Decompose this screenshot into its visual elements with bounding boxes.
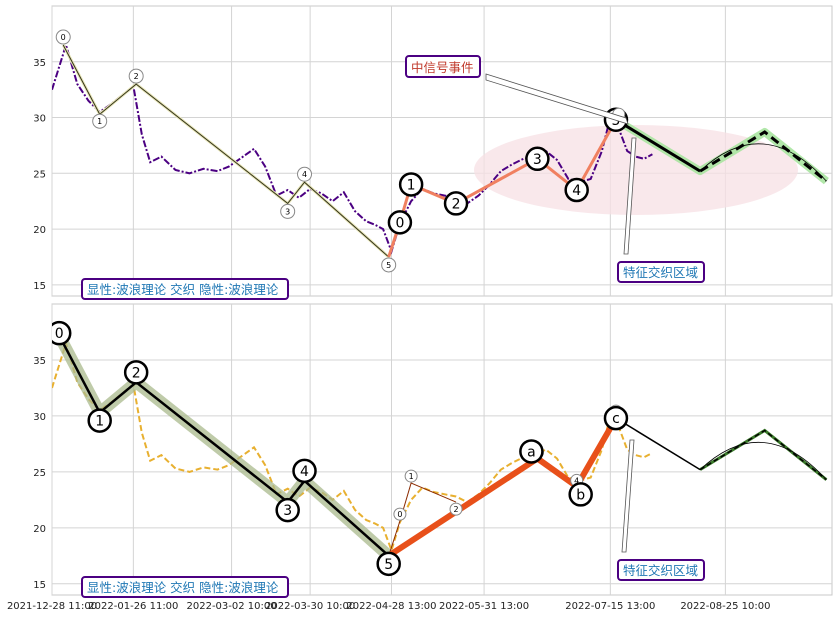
zone-callout-arrow-top xyxy=(623,137,637,255)
bottom-zone-label: 特征交织区域 xyxy=(623,563,698,578)
x-tick-label: 2021-12-28 11:00 xyxy=(7,601,97,612)
wave-point-marker xyxy=(404,469,418,483)
wave-point-label: c xyxy=(612,411,620,427)
wave-point-label: 5 xyxy=(384,557,393,573)
x-tick-label: 2022-03-02 10:00 xyxy=(187,601,277,612)
projection-solid xyxy=(615,417,701,471)
price-line xyxy=(52,339,653,554)
bottom-method-label: 显性:波浪理论 交织 隐性:波浪理论 xyxy=(87,580,279,595)
wave-point-marker xyxy=(280,203,296,219)
wave-point-marker xyxy=(128,68,144,84)
y-tick-label: 35 xyxy=(33,58,46,69)
wave-point-label: 1 xyxy=(409,472,414,481)
bottom-method-label-box: 显性:波浪理论 交织 隐性:波浪理论 xyxy=(81,576,289,598)
wave-point-label: 3 xyxy=(533,152,542,168)
wave-point-marker xyxy=(449,502,463,516)
wave-point-marker xyxy=(387,210,413,235)
wave-point-label: 2 xyxy=(132,365,141,381)
projection-arc xyxy=(699,143,827,182)
wave-point-marker xyxy=(55,29,71,45)
wave-point-label: 3 xyxy=(285,207,290,216)
x-tick-label: 2022-01-26 11:00 xyxy=(88,601,178,612)
wave-point-marker xyxy=(376,551,401,577)
wave-point-marker xyxy=(393,507,407,521)
wave-point-marker xyxy=(525,146,550,172)
intersection-zone xyxy=(474,125,798,215)
wave-point-marker xyxy=(443,191,469,216)
bottom-panel-frame xyxy=(51,303,833,596)
wave-point-marker xyxy=(275,497,300,523)
projection-solid xyxy=(615,118,701,173)
wave-point-label: a xyxy=(527,444,536,460)
y-tick-label: 25 xyxy=(33,169,46,180)
price-line xyxy=(52,41,653,255)
minor-wave-line xyxy=(388,482,457,556)
primary-wave-line xyxy=(62,342,390,557)
primary-wave-line xyxy=(62,44,390,258)
wave-point-label: 4 xyxy=(300,464,309,480)
wave-point-marker xyxy=(568,482,593,507)
correction-line xyxy=(387,416,619,559)
projection-dashed xyxy=(699,130,828,183)
top-method-label: 显性:波浪理论 交织 隐性:波浪理论 xyxy=(87,282,279,297)
wave-point-label: 3 xyxy=(283,503,292,519)
x-tick-label: 2022-03-30 10:00 xyxy=(265,601,355,612)
top-zone-box: 特征交织区域 xyxy=(617,261,705,283)
signal-event-box: 中信号事件 xyxy=(405,55,481,78)
y-tick-label: 25 xyxy=(33,468,46,479)
wave-point-label: 5 xyxy=(386,261,391,270)
y-tick-label: 30 xyxy=(33,114,46,125)
wave-point-label: 2 xyxy=(134,72,139,81)
wave-point-marker xyxy=(564,177,589,203)
zone-callout-arrow-bottom xyxy=(621,439,635,553)
wave-point-label: 4 xyxy=(572,183,581,199)
y-tick-label: 20 xyxy=(33,225,46,236)
x-tick-label: 2022-04-28 13:00 xyxy=(346,601,436,612)
y-tick-label: 15 xyxy=(33,580,46,591)
top-zone-label: 特征交织区域 xyxy=(623,265,698,280)
wave-point-label: 4 xyxy=(302,170,307,179)
wave-point-label: 0 xyxy=(55,326,64,342)
wave-point-label: 5 xyxy=(611,113,620,129)
signal-event-label: 中信号事件 xyxy=(411,60,474,75)
y-tick-label: 30 xyxy=(33,412,46,423)
wave-point-label: 0 xyxy=(61,33,66,42)
wave-point-marker xyxy=(381,257,397,273)
x-tick-label: 2022-05-31 13:00 xyxy=(439,601,529,612)
wave-point-label: 0 xyxy=(397,510,402,519)
wave-point-marker xyxy=(297,166,313,182)
wave-point-label: 2 xyxy=(453,505,458,514)
wave-point-marker xyxy=(398,172,424,197)
wave-point-marker xyxy=(603,405,629,431)
projection-arc xyxy=(699,441,827,480)
wave-point-marker xyxy=(123,360,149,385)
wave-point-label: b xyxy=(576,487,585,503)
wave-point-label: 2 xyxy=(452,196,461,212)
wave-point-marker xyxy=(92,113,108,129)
x-tick-label: 2022-07-15 13:00 xyxy=(565,601,655,612)
wave-point-marker xyxy=(87,408,112,433)
wave-point-label: 1 xyxy=(95,414,104,430)
y-tick-label: 20 xyxy=(33,524,46,535)
wave-point-label: 1 xyxy=(407,178,416,194)
wave-point-marker xyxy=(52,320,72,346)
wave-point-label: 4 xyxy=(574,476,579,485)
x-tick-label: 2022-08-25 10:00 xyxy=(680,601,770,612)
y-tick-label: 15 xyxy=(33,281,46,292)
y-tick-label: 35 xyxy=(33,356,46,367)
projection-dashed xyxy=(699,429,827,481)
wave-point-label: 0 xyxy=(395,215,404,231)
signal-callout-arrow xyxy=(485,73,629,125)
wave-point-label: 1 xyxy=(97,117,102,126)
bottom-zone-box: 特征交织区域 xyxy=(617,559,705,581)
wave-point-marker xyxy=(292,458,317,484)
top-method-label-box: 显性:波浪理论 交织 隐性:波浪理论 xyxy=(81,278,289,300)
wave-point-marker xyxy=(519,439,544,464)
